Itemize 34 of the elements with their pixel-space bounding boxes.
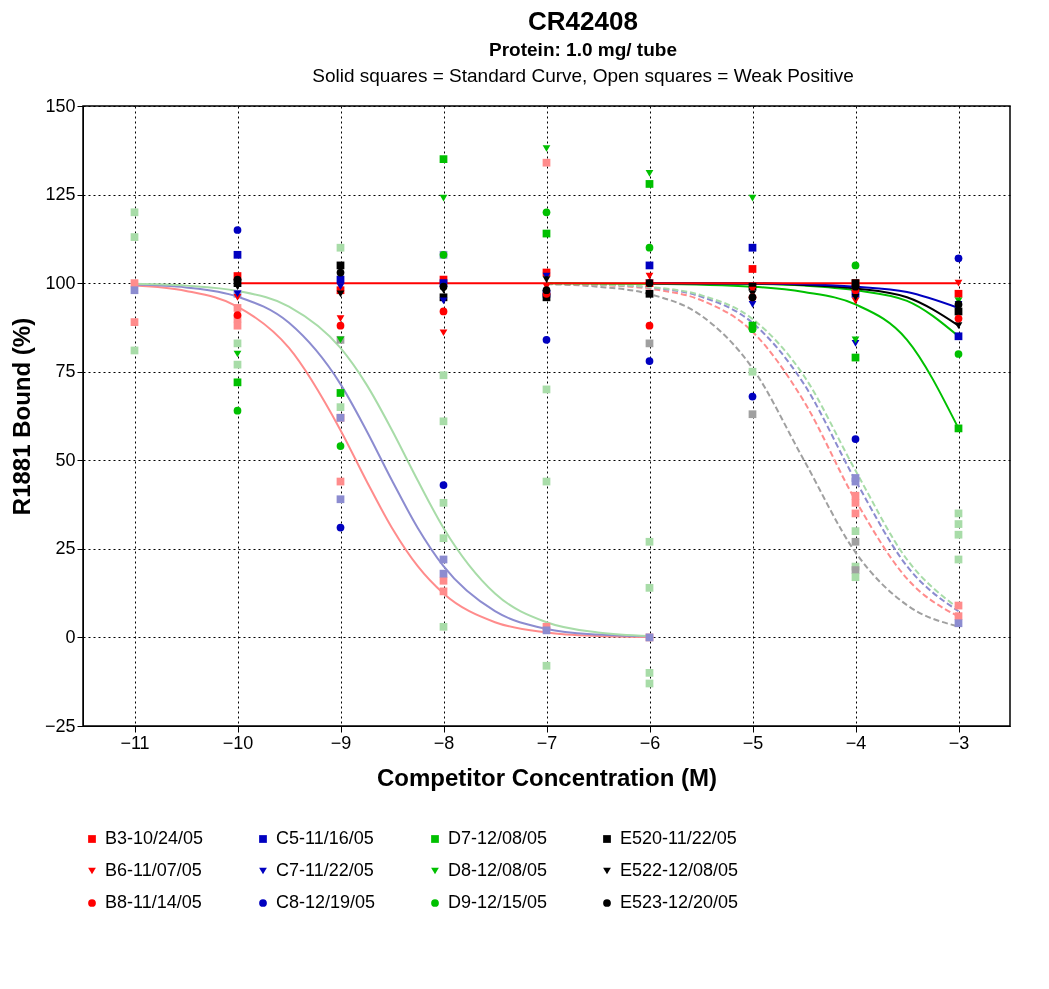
x-tick-label: −9	[330, 732, 352, 753]
x-tick-label: −3	[948, 732, 970, 753]
legend-label: B3-10/24/05	[105, 828, 204, 848]
legend-label: D8-12/08/05	[448, 860, 548, 880]
x-tick-label: −7	[536, 732, 558, 753]
y-tick-label: 125	[45, 184, 76, 205]
y-tick-label: 75	[55, 361, 76, 382]
x-tick-label: −6	[639, 732, 661, 753]
x-tick-label: −4	[845, 732, 867, 753]
legend-label: C5-11/16/05	[276, 828, 374, 848]
x-tick-label: −5	[742, 732, 764, 753]
y-axis-title: R1881 Bound (%)	[7, 317, 35, 516]
legend-label: C7-11/22/05	[276, 860, 374, 880]
legend-label: D7-12/08/05	[448, 828, 548, 848]
text: Solid squares = Standard Curve, Open squares = Weak Positive	[311, 65, 855, 87]
y-tick-label: 0	[65, 626, 76, 647]
legend-label: E523-12/20/05	[620, 892, 739, 912]
x-tick-label: −11	[120, 732, 150, 753]
y-tick-label: 100	[45, 272, 76, 293]
y-tick-label: −25	[44, 715, 76, 736]
y-tick-label: 50	[55, 449, 76, 470]
legend-label: B8-11/14/05	[105, 892, 202, 912]
legend-label: E522-12/08/05	[620, 860, 739, 880]
legend-label: B6-11/07/05	[105, 860, 202, 880]
y-tick-label: 25	[55, 538, 76, 559]
x-axis-title: Competitor Concentration (M)	[377, 763, 717, 791]
legend-label: D9-12/15/05	[448, 892, 548, 912]
x-tick-label: −8	[433, 732, 455, 753]
x-tick-label: −10	[222, 732, 254, 753]
legend-label: E520-11/22/05	[620, 828, 737, 848]
chart-title: CR42408	[527, 6, 639, 37]
legend-label: C8-12/19/05	[276, 892, 376, 912]
chart-subtitle: Protein: 1.0 mg/ tube	[488, 39, 678, 61]
y-tick-label: 150	[45, 95, 76, 116]
